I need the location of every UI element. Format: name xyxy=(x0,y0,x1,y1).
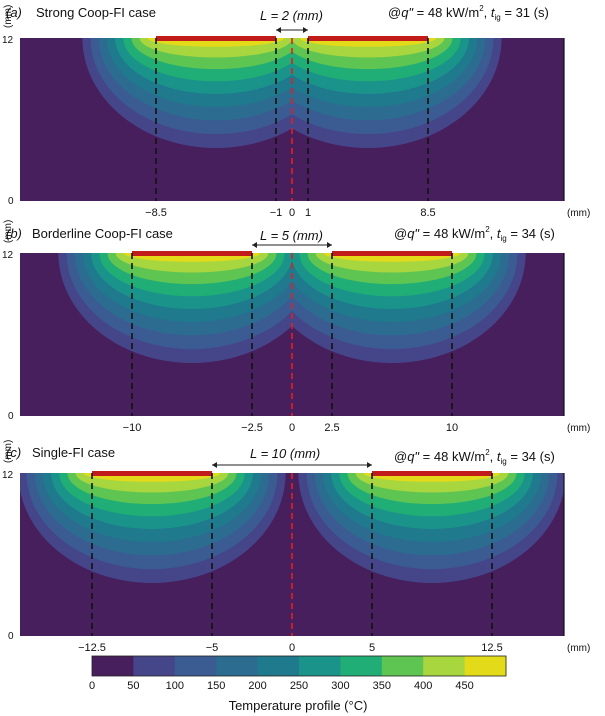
panel-a-condition: @q" = 48 kW/m2, tig = 31 (s) xyxy=(388,4,549,22)
panel-a-x-unit: (mm) xyxy=(567,208,590,219)
x-tick-label: 8.5 xyxy=(420,207,435,219)
panel-b-temperature-field xyxy=(58,253,526,363)
x-tick-label: 0 xyxy=(289,422,295,434)
panel-c-title: Single-FI case xyxy=(32,445,115,460)
colorbar-swatch xyxy=(174,656,217,676)
x-tick-label: −1 xyxy=(270,207,283,219)
colorbar-label: Temperature profile (°C) xyxy=(229,698,368,713)
colorbar-swatches xyxy=(91,655,507,677)
x-tick-label: −2.5 xyxy=(241,422,263,434)
heater-strip-right xyxy=(332,251,452,256)
panel-c-marks: −12.5 −5 0 5 12.5 xyxy=(78,462,565,654)
heater-strip-left xyxy=(92,471,212,476)
x-tick-label: 2.5 xyxy=(324,422,339,434)
colorbar-tick-label: 400 xyxy=(414,680,432,692)
panel-a-title: Strong Coop-FI case xyxy=(36,5,156,20)
panel-a-y-unit: (mm) xyxy=(3,5,14,28)
panel-c-condition: @q" = 48 kW/m2, tig = 34 (s) xyxy=(394,448,555,466)
x-tick-label: 0 xyxy=(289,642,295,654)
panel-a-label: (a) xyxy=(6,5,22,20)
x-tick-label: −12.5 xyxy=(78,642,106,654)
panel-b-title: Borderline Coop-FI case xyxy=(32,226,173,241)
panel-b-y-tick-top: 12 xyxy=(2,250,14,261)
panel-c-y-unit: (mm) xyxy=(3,440,14,463)
colorbar-tick-label: 0 xyxy=(89,680,95,692)
colorbar-swatch xyxy=(299,656,341,676)
colorbar-swatch xyxy=(92,656,134,676)
panel-c-label: (c) xyxy=(6,445,21,460)
colorbar-tick-label: 300 xyxy=(331,680,349,692)
panel-c-temperature-field xyxy=(20,473,564,583)
colorbar-swatch xyxy=(423,656,466,676)
panel-c-y-tick-top: 12 xyxy=(2,470,14,481)
panel-a-temperature-field xyxy=(82,38,502,148)
x-tick-label: 5 xyxy=(369,642,375,654)
colorbar-tick-label: 150 xyxy=(207,680,225,692)
heater-strip-right xyxy=(308,36,428,41)
panel-b: (b) Borderline Coop-FI case L = 5 (mm) @… xyxy=(2,220,590,434)
colorbar-tick-label: 350 xyxy=(373,680,391,692)
panel-b-x-unit: (mm) xyxy=(567,423,590,434)
colorbar-swatch xyxy=(340,656,383,676)
gap-arrow-head-right xyxy=(327,242,332,248)
x-tick-label: −10 xyxy=(123,422,142,434)
x-tick-label: −5 xyxy=(206,642,219,654)
gap-arrow-head-left xyxy=(252,242,257,248)
panel-a: (a) Strong Coop-FI case L = 2 (mm) @q" =… xyxy=(2,4,590,219)
panel-b-marks: −10 −2.5 0 2.5 10 xyxy=(123,242,565,434)
panel-b-label: (b) xyxy=(6,226,22,241)
heater-strip-left xyxy=(156,36,276,41)
colorbar-tick-label: 50 xyxy=(127,680,139,692)
gap-arrow-head-right xyxy=(367,462,372,468)
heater-strip-left xyxy=(132,251,252,256)
colorbar-ticks: 0 50 100 150 200 250 300 350 400 450 xyxy=(89,680,474,692)
colorbar-tick-label: 450 xyxy=(455,680,473,692)
panel-c-gap-label: L = 10 (mm) xyxy=(250,446,320,461)
colorbar-frame xyxy=(91,655,507,677)
x-tick-label: 10 xyxy=(446,422,458,434)
panel-a-y-tick-bottom: 0 xyxy=(8,196,14,207)
colorbar-swatch xyxy=(133,656,176,676)
panel-c-x-unit: (mm) xyxy=(567,643,590,654)
gap-arrow-head-left xyxy=(212,462,217,468)
panel-a-gap-label: L = 2 (mm) xyxy=(260,8,323,23)
panel-b-y-unit: (mm) xyxy=(3,220,14,243)
colorbar-swatch xyxy=(381,656,424,676)
panel-b-condition: @q" = 48 kW/m2, tig = 34 (s) xyxy=(394,225,555,243)
x-tick-label: 1 xyxy=(305,207,311,219)
colorbar-tick-label: 100 xyxy=(166,680,184,692)
colorbar-tick-label: 200 xyxy=(248,680,266,692)
panel-b-y-tick-bottom: 0 xyxy=(8,411,14,422)
panel-c: (c) Single-FI case L = 10 (mm) @q" = 48 … xyxy=(2,440,590,654)
panel-a-y-tick-top: 12 xyxy=(2,35,14,46)
gap-arrow-head-right xyxy=(303,27,308,33)
x-tick-label: −8.5 xyxy=(145,207,167,219)
panel-c-y-tick-bottom: 0 xyxy=(8,631,14,642)
colorbar: 0 50 100 150 200 250 300 350 400 450 Temperature … xyxy=(89,655,507,713)
heater-strip-right xyxy=(372,471,492,476)
gap-arrow-head-left xyxy=(276,27,281,33)
colorbar-tick-label: 250 xyxy=(290,680,308,692)
colorbar-swatch xyxy=(257,656,300,676)
x-tick-label: 12.5 xyxy=(481,642,502,654)
colorbar-swatch xyxy=(464,656,507,676)
panel-b-gap-label: L = 5 (mm) xyxy=(260,228,323,243)
x-tick-label: 0 xyxy=(289,207,295,219)
panel-a-marks: −8.5 −1 0 1 8.5 xyxy=(145,27,565,219)
colorbar-swatch xyxy=(216,656,259,676)
